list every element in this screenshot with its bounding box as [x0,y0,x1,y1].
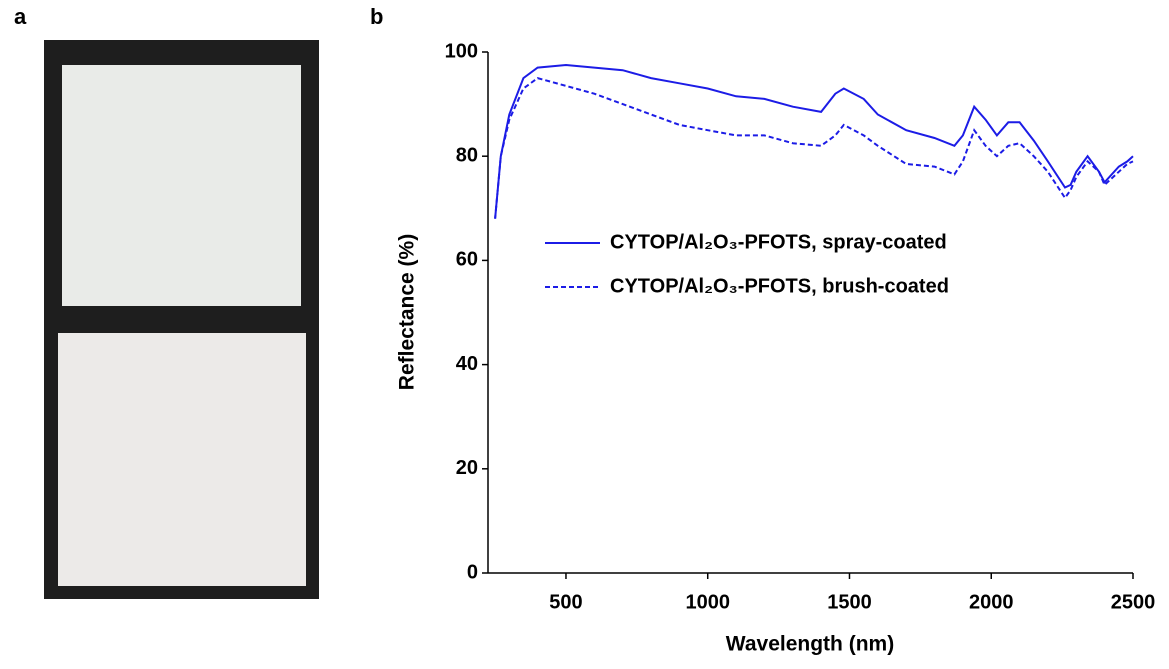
y-tick-label: 60 [456,249,478,271]
series-line [494,77,1134,219]
y-tick-label: 20 [456,457,478,479]
y-tick-label: 0 [467,561,478,583]
y-tick-label: 100 [445,40,478,62]
panel-label: a [14,4,27,29]
y-tick-label: 40 [456,353,478,375]
sample-photo [62,65,301,306]
panel-label: b [370,4,383,29]
x-tick-label: 2500 [1111,591,1156,613]
x-axis-label: Wavelength (nm) [726,633,894,656]
legend-label: CYTOP/Al₂O₃-PFOTS, brush-coated [610,275,949,297]
y-tick-label: 80 [456,144,478,166]
x-tick-label: 1500 [827,591,872,613]
series-line [494,63,1134,219]
y-axis-label: Reflectance (%) [396,234,419,390]
sample-photo [58,333,306,586]
x-tick-label: 500 [549,591,582,613]
x-tick-label: 1000 [685,591,730,613]
x-tick-label: 2000 [969,591,1014,613]
legend-label: CYTOP/Al₂O₃-PFOTS, spray-coated [610,231,947,253]
